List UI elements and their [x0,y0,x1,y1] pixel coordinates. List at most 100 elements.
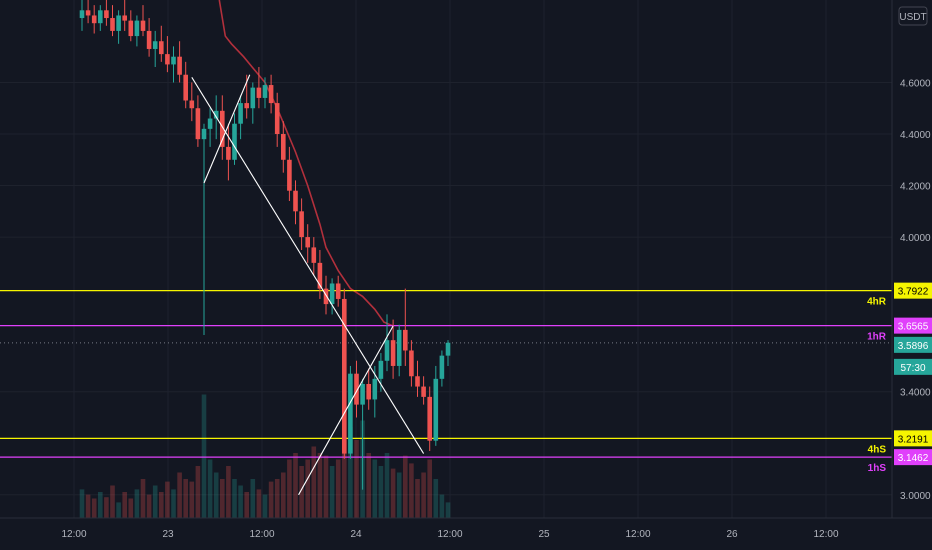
volume-bar [244,492,249,518]
candle-body [268,85,274,104]
candle-body [146,30,152,49]
volume-bar [274,479,280,518]
volume-bar [85,494,91,518]
volume-bar [220,479,225,518]
candle-body [274,103,280,135]
volume-bar [348,427,353,518]
current-price-badge: 3.5896 [894,336,932,353]
candle-body [378,360,384,379]
volume-bar [299,466,304,518]
volume-bar [195,466,201,518]
moving-average-line [218,0,394,327]
price-badge-1hS-text: 3.1462 [898,453,929,464]
current-price-badge-text: 3.5896 [898,341,929,352]
candle-body [122,15,127,21]
volume-bar [439,494,445,518]
candle-body [415,376,420,387]
moving-average-path [218,0,394,327]
volume-bar [152,485,158,518]
volume-bar [226,466,231,518]
volume-bar [134,489,140,518]
price-badge-1hS-box [894,449,932,466]
volume-bar [445,502,451,518]
volume-bar [171,489,176,518]
price-tick-label: 3.4000 [900,388,931,399]
candle-body [445,342,451,356]
time-tick-label: 26 [726,529,738,540]
candle-body [421,386,426,397]
candle-body [384,340,390,361]
candle-body [79,10,85,19]
price-badge-4hR-text: 3.7922 [898,287,929,298]
chart-grid [0,0,892,518]
candle-body [287,159,292,191]
volume-bar [421,472,426,518]
candle-body [342,298,347,454]
volume-bar [378,466,384,518]
time-tick-label: 23 [162,529,174,540]
candle-body [262,85,268,98]
candle-body [299,211,304,238]
volume-bar [281,472,286,518]
volume-bar [189,481,195,518]
candle-body [171,56,176,65]
candle-body [293,190,298,212]
candle-body [85,10,91,16]
candle-body [165,54,170,65]
price-badge-4hS: 3.2191 [894,430,932,447]
price-tick-label: 4.0000 [900,233,931,244]
volume-bar [213,472,219,518]
volume-bar [238,485,243,518]
volume-bar [146,494,152,518]
candle-body [128,20,134,37]
volume-bar [396,472,402,518]
trendline [298,325,394,496]
price-tick-label: 4.6000 [900,78,931,89]
trendline [203,74,251,184]
candle-body [390,340,396,366]
currency-button[interactable]: USDT [898,6,928,26]
volume-bar [403,455,408,518]
candle-body [323,288,329,305]
candle-body [403,329,408,351]
volume-bar [427,459,432,518]
volume-bar [329,466,335,518]
volume-bar [409,463,414,518]
candle-body [116,15,121,31]
candle-body [213,110,219,119]
candle-body [238,103,243,124]
candle-body [134,20,140,37]
volume-bar [415,479,420,518]
candle-body [311,247,317,263]
volume-bar [250,479,256,518]
candle-body [256,87,262,98]
candle-body [396,329,402,366]
price-badge-1hR-box [894,317,932,334]
candle-body [244,103,249,109]
volume-bar [293,453,298,518]
candle-body [372,378,378,400]
volume-bar [232,479,237,518]
candle-body [140,20,146,31]
candlesticks [79,0,451,490]
volume-bar [372,459,378,518]
volume-bar [207,459,213,518]
volume-bar [354,440,359,518]
candle-body [159,41,164,55]
price-badge-1hS: 3.1462 [894,449,932,466]
volume-bar [79,489,85,518]
candle-body [329,283,335,305]
candle-body [201,128,207,140]
currency-label: USDT [899,12,926,23]
price-tick-label: 4.2000 [900,182,931,193]
volume-bar [140,479,146,518]
candle-body [409,350,414,377]
candle-body [183,74,188,101]
price-badge-4hR-box [894,282,932,299]
candle-body [335,283,341,299]
candle-body [433,378,439,441]
price-axis: 4.6000 4.4000 4.2000 4.0000 3.4000 3.0000 [900,78,931,501]
volume-bar [287,459,292,518]
volume-bar [262,494,268,518]
